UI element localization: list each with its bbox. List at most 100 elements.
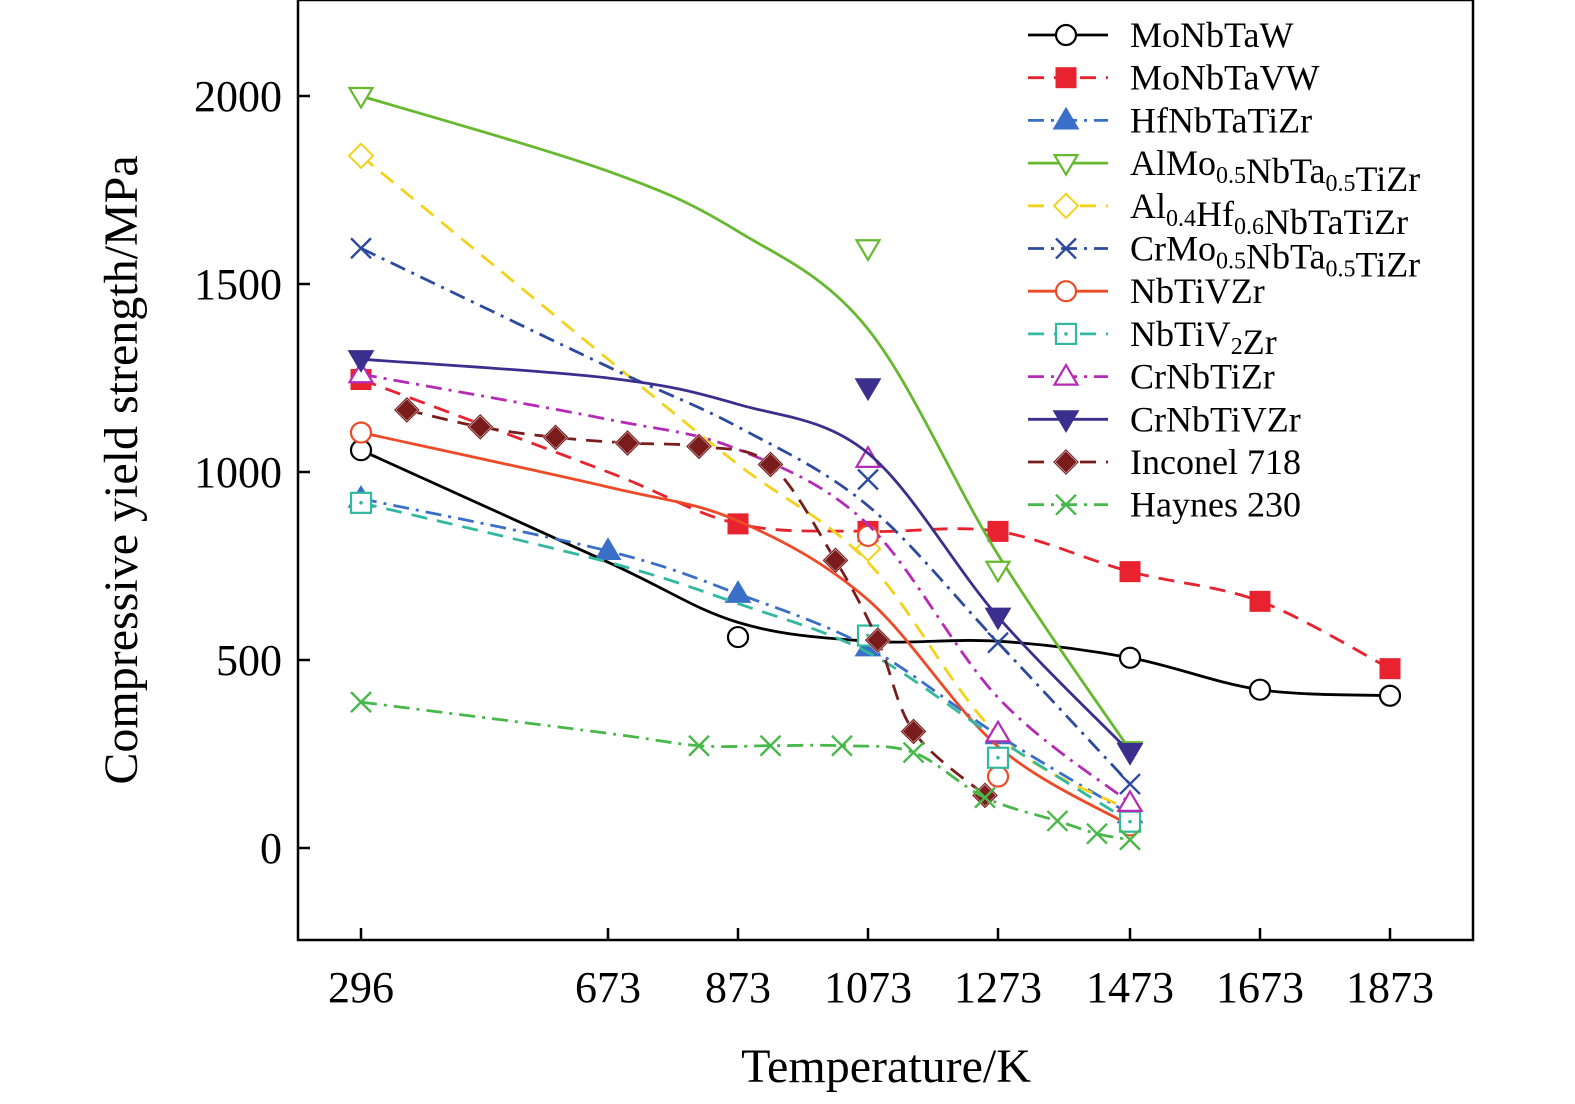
- data-point: [393, 396, 421, 424]
- data-point: [1052, 410, 1080, 433]
- data-point: [974, 786, 996, 809]
- series-haynes-230: [350, 691, 1141, 851]
- data-point: [349, 491, 373, 514]
- series-crnbtivzr: [347, 350, 1144, 766]
- legend-entry: CrNbTiVZr: [1028, 399, 1301, 439]
- x-tick-label: 1273: [954, 963, 1042, 1012]
- x-tick-label: 1073: [824, 963, 912, 1012]
- data-point: [1086, 822, 1108, 845]
- plot-frame: [296, 0, 1475, 942]
- legend-label: Haynes 230: [1130, 485, 1301, 525]
- data-point: [1379, 658, 1401, 680]
- data-point: [1054, 280, 1078, 303]
- legend-entry: Haynes 230: [1028, 485, 1301, 525]
- data-point: [349, 421, 373, 444]
- data-point: [984, 560, 1012, 584]
- data-point: [1119, 828, 1141, 851]
- data-point: [1052, 362, 1080, 386]
- legend-entry: CrNbTiZr: [1028, 357, 1275, 397]
- data-point: [1118, 646, 1142, 669]
- data-point: [1378, 684, 1402, 707]
- data-point: [724, 580, 752, 603]
- data-point: [854, 445, 882, 468]
- data-point: [1052, 448, 1080, 476]
- data-point: [1052, 106, 1080, 130]
- data-point: [1046, 810, 1069, 832]
- series-line: [360, 247, 1132, 786]
- legend-label: HfNbTaTiZr: [1130, 100, 1312, 140]
- y-tick-label: 1000: [194, 448, 282, 497]
- data-point: [1116, 743, 1144, 766]
- data-point: [614, 429, 641, 457]
- y-tick-label: 1500: [194, 260, 282, 309]
- data-point: [1052, 192, 1080, 220]
- series-line: [360, 497, 1131, 816]
- series-line: [360, 700, 1131, 842]
- legend-label: Al0.4Hf0.6NbTaTiZr: [1130, 186, 1408, 242]
- data-point: [1055, 493, 1077, 516]
- data-point: [902, 741, 925, 764]
- legend-entry: AlMo0.5NbTa0.5TiZr: [1028, 143, 1420, 199]
- data-point: [986, 746, 1010, 769]
- data-point: [759, 734, 782, 757]
- series-layer: [347, 86, 1402, 851]
- data-point: [347, 142, 375, 170]
- x-tick-label: 1473: [1086, 963, 1174, 1012]
- data-point: [757, 451, 784, 478]
- x-axis-title: Temperature/K: [741, 1040, 1031, 1093]
- data-point: [688, 734, 710, 757]
- data-point: [1119, 561, 1141, 583]
- x-tick-label: 1673: [1216, 963, 1304, 1012]
- series-line: [360, 357, 1132, 754]
- legend-entry: Inconel 718: [1028, 442, 1301, 482]
- data-point: [726, 625, 750, 649]
- data-point: [347, 86, 375, 110]
- data-point: [831, 734, 853, 757]
- series-line: [360, 501, 1131, 823]
- series-crnbtizr: [347, 360, 1144, 812]
- series-line: [360, 378, 1391, 670]
- data-point: [986, 765, 1010, 788]
- series-line: [360, 372, 1131, 804]
- data-point: [1055, 237, 1077, 260]
- data-point: [350, 691, 372, 713]
- data-point: [542, 423, 570, 451]
- data-point: [1118, 810, 1142, 833]
- legend-label: MoNbTaW: [1130, 15, 1293, 55]
- legend-entry: MoNbTaVW: [1028, 58, 1319, 98]
- x-tick-label: 873: [705, 963, 771, 1012]
- data-point: [1052, 154, 1080, 177]
- y-axis-title: Compressive yield strength/MPa: [95, 155, 148, 784]
- x-tick-label: 673: [575, 963, 641, 1012]
- legend-label: MoNbTaVW: [1130, 58, 1319, 98]
- legend-entry: NbTiV2Zr: [1028, 314, 1277, 362]
- legend-label: Inconel 718: [1130, 442, 1301, 482]
- data-point: [857, 468, 879, 491]
- data-point: [1055, 67, 1077, 89]
- legend-entry: MoNbTaW: [1028, 15, 1293, 55]
- legend-entry: Al0.4Hf0.6NbTaTiZr: [1028, 186, 1408, 242]
- legend-label: CrMo0.5NbTa0.5TiZr: [1130, 229, 1420, 285]
- data-point: [1119, 773, 1141, 795]
- data-point: [466, 413, 494, 441]
- legend-label: AlMo0.5NbTa0.5TiZr: [1130, 143, 1420, 199]
- legend-label: NbTiVZr: [1130, 271, 1265, 311]
- data-point: [347, 350, 375, 373]
- data-point: [984, 719, 1012, 743]
- legend-entry: NbTiVZr: [1028, 271, 1265, 311]
- data-point: [856, 524, 880, 548]
- series-crmo0-5nbta0-5tizr: [350, 237, 1141, 795]
- series-inconel-718: [393, 396, 999, 809]
- x-tick-label: 296: [328, 963, 394, 1012]
- data-point: [1054, 322, 1078, 345]
- series-line: [360, 94, 1132, 751]
- data-point: [854, 378, 882, 402]
- plot-area: [296, 0, 1475, 942]
- data-point: [987, 631, 1009, 654]
- legend-entry: HfNbTaTiZr: [1028, 100, 1312, 140]
- data-point: [984, 607, 1012, 631]
- series-line: [406, 408, 986, 797]
- data-point: [1249, 590, 1271, 612]
- data-point: [1054, 23, 1078, 47]
